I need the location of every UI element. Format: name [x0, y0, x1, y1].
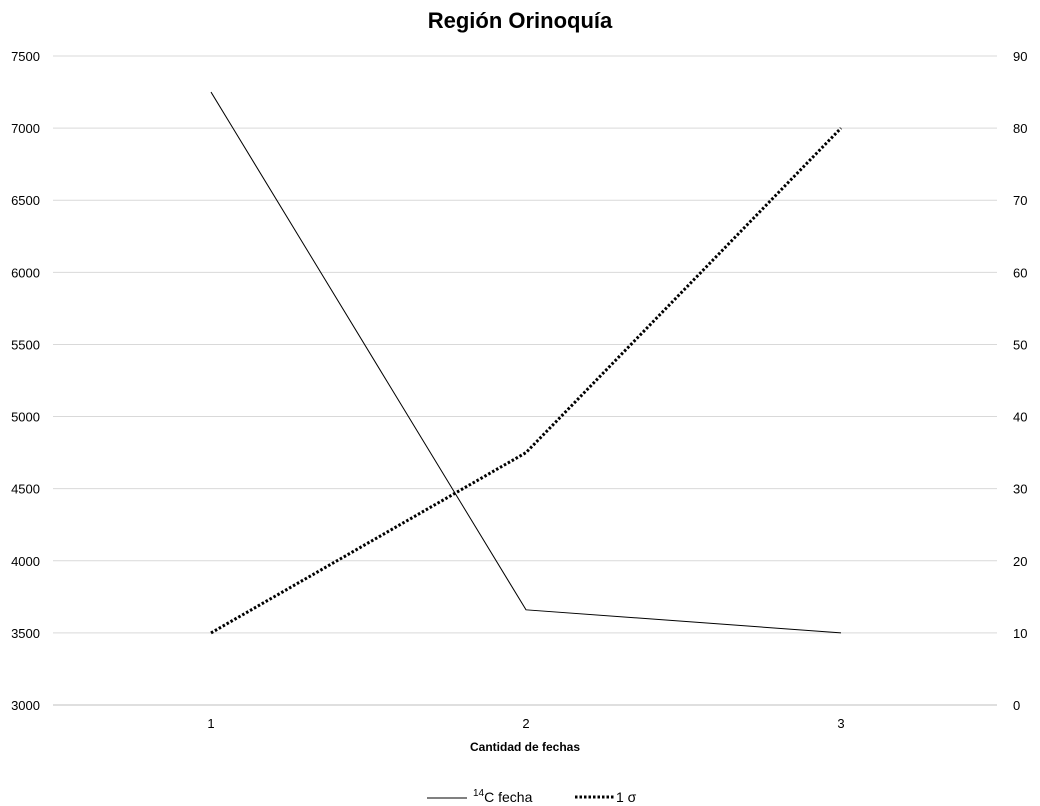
right-axis-tick-label: 50	[1013, 337, 1027, 352]
legend-label-c-fecha-sup: 14	[473, 788, 485, 799]
left-axis-tick-label: 6000	[11, 265, 40, 280]
x-axis-label: Cantidad de fechas	[470, 740, 580, 754]
series-line-c-fecha	[210, 91, 842, 634]
series-lines	[210, 91, 843, 635]
left-axis-tick-label: 7000	[11, 121, 40, 136]
right-axis-tick-label: 80	[1013, 121, 1027, 136]
right-axis-tick-label: 70	[1013, 193, 1027, 208]
left-axis-tick-label: 5000	[11, 410, 40, 425]
x-axis-tick-label: 2	[522, 716, 529, 731]
left-axis-tick-label: 4000	[11, 554, 40, 569]
left-axis-tick-label: 6500	[11, 193, 40, 208]
left-axis-ticks: 3000 3500 4000 4500 5000 5500 6000 6500 7000 7500	[11, 49, 40, 713]
right-axis-tick-label: 60	[1013, 265, 1027, 280]
series-line-sigma	[210, 127, 843, 635]
right-axis-tick-label: 0	[1013, 698, 1020, 713]
right-axis-tick-label: 40	[1013, 410, 1027, 425]
x-axis-tick-label: 3	[837, 716, 844, 731]
right-axis-tick-label: 90	[1013, 49, 1027, 64]
gridlines	[53, 55, 997, 706]
left-axis-tick-label: 7500	[11, 49, 40, 64]
legend-label-c-fecha-text: C fecha	[484, 789, 532, 805]
left-axis-tick-label: 5500	[11, 337, 40, 352]
x-axis-ticks: 1 2 3	[207, 716, 844, 731]
legend: 14C fecha 1 σ	[427, 788, 637, 805]
chart-title: Región Orinoquía	[428, 8, 613, 33]
legend-label-sigma: 1 σ	[616, 789, 637, 805]
legend-label-c-fecha: 14C fecha	[473, 788, 533, 805]
right-axis-tick-label: 20	[1013, 554, 1027, 569]
right-axis-tick-label: 10	[1013, 626, 1027, 641]
right-axis-ticks: 0 10 20 30 40 50 60 70 80 90	[1013, 49, 1027, 713]
left-axis-tick-label: 3500	[11, 626, 40, 641]
right-axis-tick-label: 30	[1013, 482, 1027, 497]
left-axis-tick-label: 4500	[11, 482, 40, 497]
x-axis-tick-label: 1	[207, 716, 214, 731]
left-axis-tick-label: 3000	[11, 698, 40, 713]
